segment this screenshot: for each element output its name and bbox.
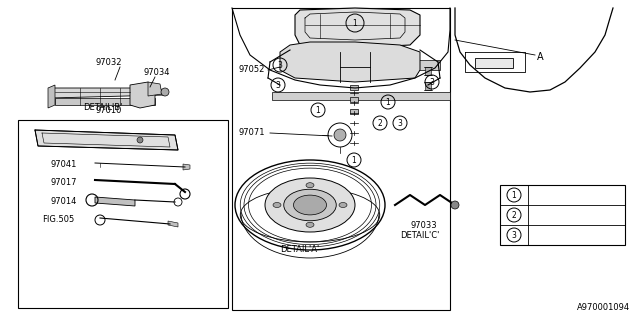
Ellipse shape — [339, 203, 347, 207]
Polygon shape — [95, 197, 135, 206]
Polygon shape — [350, 85, 358, 90]
Circle shape — [161, 88, 169, 96]
Ellipse shape — [294, 195, 326, 215]
Text: 1: 1 — [353, 19, 357, 28]
Text: A: A — [537, 52, 543, 62]
Bar — [232, 8, 450, 310]
Text: 97060: 97060 — [533, 230, 559, 239]
Text: 97034: 97034 — [143, 68, 170, 77]
Polygon shape — [350, 97, 358, 102]
Text: 2: 2 — [378, 118, 382, 127]
Ellipse shape — [306, 222, 314, 227]
Text: 97071: 97071 — [238, 128, 264, 137]
Text: 2: 2 — [511, 211, 516, 220]
Text: 3: 3 — [429, 77, 435, 86]
Polygon shape — [350, 109, 358, 114]
Text: 1: 1 — [351, 156, 356, 164]
Polygon shape — [425, 67, 431, 75]
Text: 3: 3 — [511, 230, 516, 239]
Text: 3: 3 — [278, 60, 282, 69]
Polygon shape — [280, 42, 420, 82]
Text: 97014: 97014 — [50, 197, 76, 206]
Text: A970001094: A970001094 — [577, 303, 630, 312]
Text: W140007: W140007 — [533, 211, 573, 220]
Bar — [500, 185, 625, 245]
Bar — [18, 120, 228, 308]
Ellipse shape — [306, 183, 314, 188]
Polygon shape — [272, 92, 450, 100]
Ellipse shape — [273, 203, 281, 207]
Text: 3: 3 — [276, 81, 280, 90]
Text: 1: 1 — [316, 106, 321, 115]
Polygon shape — [55, 98, 155, 105]
Ellipse shape — [265, 178, 355, 232]
Polygon shape — [183, 164, 190, 170]
Polygon shape — [475, 58, 513, 68]
Text: DETAIL'A': DETAIL'A' — [280, 245, 319, 254]
Polygon shape — [130, 82, 155, 108]
Text: 1: 1 — [386, 98, 390, 107]
Polygon shape — [50, 88, 165, 98]
Text: DETAIL'C': DETAIL'C' — [400, 231, 440, 240]
Text: 97010: 97010 — [95, 106, 122, 115]
Polygon shape — [148, 82, 162, 96]
Text: 97041: 97041 — [50, 160, 76, 169]
Circle shape — [451, 201, 459, 209]
Polygon shape — [290, 60, 440, 70]
Text: 1: 1 — [511, 190, 516, 199]
Ellipse shape — [284, 189, 336, 221]
Polygon shape — [168, 221, 178, 227]
Text: 97052: 97052 — [238, 65, 264, 74]
Polygon shape — [48, 85, 55, 108]
Text: 97032: 97032 — [95, 58, 122, 67]
Polygon shape — [295, 8, 420, 48]
Polygon shape — [425, 82, 431, 90]
Text: DETAIL'B': DETAIL'B' — [83, 103, 122, 112]
Text: 97033: 97033 — [410, 221, 436, 230]
Circle shape — [137, 137, 143, 143]
Polygon shape — [35, 130, 178, 150]
Text: 97017: 97017 — [50, 178, 77, 187]
Text: 3: 3 — [397, 118, 403, 127]
Text: FIG.505: FIG.505 — [42, 215, 74, 224]
Text: 0101S: 0101S — [533, 190, 559, 199]
Circle shape — [334, 129, 346, 141]
